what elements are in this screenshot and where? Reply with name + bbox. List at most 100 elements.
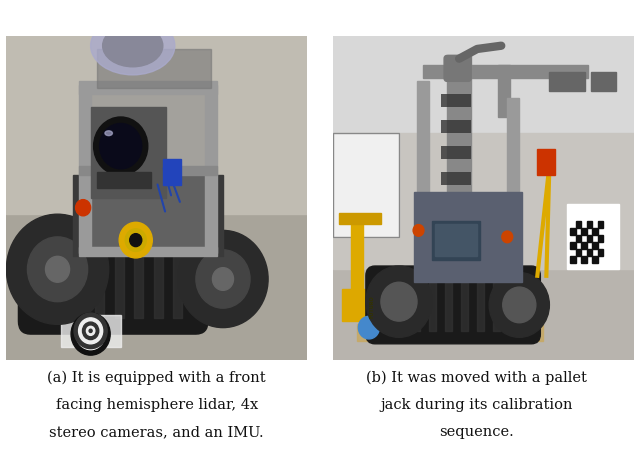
Bar [173, 253, 182, 318]
Bar [82, 85, 214, 247]
Bar [576, 235, 581, 242]
Bar [441, 172, 471, 185]
Bar [115, 253, 124, 318]
Bar [598, 235, 603, 242]
Bar [508, 282, 516, 331]
Bar [61, 315, 121, 347]
Bar [36, 253, 45, 318]
Bar [333, 133, 634, 269]
Bar [441, 120, 471, 133]
Bar [587, 221, 592, 228]
Bar [441, 250, 471, 263]
Bar [477, 282, 484, 331]
Circle shape [413, 225, 424, 236]
Circle shape [489, 273, 549, 338]
Bar [333, 133, 399, 237]
Circle shape [81, 324, 100, 344]
Circle shape [79, 318, 102, 344]
Bar [91, 107, 166, 198]
Bar [76, 253, 84, 318]
Bar [154, 253, 163, 318]
Bar [414, 192, 522, 282]
Bar [351, 217, 363, 289]
Bar [72, 176, 223, 256]
Bar [79, 166, 217, 176]
Circle shape [100, 123, 142, 169]
Circle shape [503, 287, 536, 323]
Bar [598, 221, 603, 228]
Bar [79, 247, 217, 256]
Bar [163, 159, 181, 185]
Bar [97, 49, 211, 88]
Bar [6, 214, 307, 360]
Circle shape [366, 266, 432, 338]
Bar [397, 282, 404, 331]
Bar [587, 249, 592, 256]
Text: facing hemisphere lidar, 4x: facing hemisphere lidar, 4x [56, 398, 258, 412]
Circle shape [74, 313, 107, 349]
Circle shape [130, 234, 142, 247]
Bar [570, 256, 576, 263]
Bar [441, 198, 471, 211]
Circle shape [83, 322, 99, 340]
Bar [576, 221, 581, 228]
Text: jack during its calibration: jack during its calibration [381, 398, 573, 412]
Bar [435, 224, 477, 256]
Bar [581, 243, 587, 249]
Bar [598, 249, 603, 256]
Bar [570, 243, 576, 249]
Bar [342, 289, 402, 321]
Bar [381, 282, 388, 331]
Ellipse shape [91, 17, 175, 75]
Bar [538, 149, 556, 176]
FancyBboxPatch shape [19, 237, 208, 334]
Bar [447, 55, 471, 276]
Circle shape [212, 268, 234, 290]
Bar [461, 282, 468, 331]
Bar [413, 282, 420, 331]
Bar [581, 256, 587, 263]
Bar [568, 204, 618, 269]
Circle shape [89, 329, 92, 333]
Bar [339, 212, 381, 224]
Text: stereo cameras, and an IMU.: stereo cameras, and an IMU. [49, 425, 264, 439]
Circle shape [178, 230, 268, 328]
Bar [570, 229, 576, 235]
Bar [592, 229, 598, 235]
Ellipse shape [102, 25, 163, 67]
Circle shape [119, 222, 152, 258]
Bar [508, 98, 519, 276]
Circle shape [89, 332, 92, 336]
Bar [6, 36, 307, 214]
Circle shape [71, 313, 110, 355]
Bar [95, 253, 104, 318]
Bar [445, 282, 452, 331]
Bar [441, 224, 471, 237]
Text: (a) It is equipped with a front: (a) It is equipped with a front [47, 371, 266, 385]
Bar [417, 81, 429, 276]
Circle shape [381, 282, 417, 321]
Circle shape [93, 117, 148, 176]
Bar [592, 256, 598, 263]
Text: sequence.: sequence. [440, 425, 514, 439]
Bar [587, 235, 592, 242]
Bar [499, 65, 510, 117]
Bar [432, 220, 480, 260]
Bar [357, 324, 543, 341]
Circle shape [86, 326, 95, 335]
FancyBboxPatch shape [444, 55, 471, 81]
Bar [423, 65, 589, 78]
Bar [134, 253, 143, 318]
Circle shape [6, 214, 109, 324]
Circle shape [28, 237, 88, 302]
Circle shape [196, 250, 250, 308]
Bar [79, 85, 91, 253]
Text: FUTURO: FUTURO [369, 295, 374, 318]
Bar [97, 172, 151, 188]
Circle shape [45, 256, 70, 282]
Bar [429, 282, 436, 331]
Circle shape [502, 231, 513, 243]
Bar [205, 85, 217, 253]
Ellipse shape [105, 131, 113, 135]
Bar [591, 72, 616, 91]
